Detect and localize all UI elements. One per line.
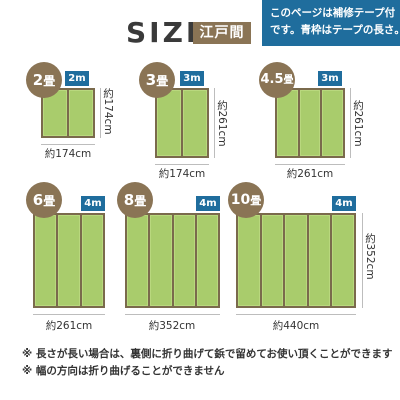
size-number: 2 <box>32 71 44 89</box>
height-line <box>350 88 351 158</box>
mat-strip <box>308 215 331 306</box>
edo-label: 江戸間 <box>193 22 251 44</box>
tape-length-tag: 3m <box>180 71 204 86</box>
width-line <box>33 314 105 315</box>
size-unit: 畳 <box>283 75 294 86</box>
height-dimension: 約352cm <box>364 233 376 280</box>
notice-line-2: です。青枠はテープの長さ。 <box>270 24 400 36</box>
tatami-mat <box>33 213 105 308</box>
mat-strip <box>69 90 93 136</box>
tatami-mat <box>155 88 209 158</box>
size-number: 10 <box>230 192 251 208</box>
mat-strip <box>322 90 344 156</box>
tape-length-tag: 4m <box>81 196 105 211</box>
height-line <box>100 88 101 138</box>
mat-strip <box>58 215 80 306</box>
mat-strip <box>150 215 172 306</box>
width-line <box>275 164 345 165</box>
width-dimension: 約352cm <box>148 320 196 332</box>
mat-strip <box>81 215 103 306</box>
tatami-mat <box>275 88 345 158</box>
height-dimension: 約261cm <box>216 100 228 147</box>
mat-strip <box>277 90 298 156</box>
width-line <box>125 314 220 315</box>
size-unit: 畳 <box>43 194 56 208</box>
width-line <box>236 314 356 315</box>
mat-strip <box>332 215 354 306</box>
notice-box: このページは補修テープ付 です。青枠はテープの長さ。 <box>262 0 400 46</box>
size-unit: 畳 <box>250 194 262 207</box>
tape-length-tag: 2m <box>65 71 89 86</box>
size-label-circle: 4.5畳 <box>259 62 295 98</box>
mat-strip <box>127 215 149 306</box>
width-dimension: 約261cm <box>45 320 93 332</box>
height-line <box>362 213 363 308</box>
note-line-2: ※ 幅の方向は折り曲げることができません <box>22 365 225 377</box>
tape-length-tag: 4m <box>196 196 220 211</box>
size-number: 6 <box>32 191 44 209</box>
tatami-mat <box>236 213 356 308</box>
size-label-circle: 6畳 <box>26 182 62 218</box>
tape-length-tag: 4m <box>332 196 356 211</box>
height-dimension: 約261cm <box>352 100 364 147</box>
size-label-circle: 10畳 <box>228 182 264 218</box>
size-number: 8 <box>123 191 135 209</box>
mat-strip <box>196 215 218 306</box>
mat-strip <box>35 215 57 306</box>
size-title: SIZE <box>126 16 209 49</box>
size-label-circle: 8畳 <box>117 182 153 218</box>
width-line <box>155 164 209 165</box>
size-label-circle: 2畳 <box>26 62 62 98</box>
tape-length-tag: 3m <box>318 71 342 86</box>
height-line <box>214 88 215 158</box>
mat-strip <box>299 90 321 156</box>
mat-strip <box>285 215 307 306</box>
size-unit: 畳 <box>43 74 56 88</box>
note-line-1: ※ 長さが長い場合は、裏側に折り曲げて鋲で留めてお使い頂くことができます <box>22 348 393 360</box>
size-unit: 畳 <box>134 194 147 208</box>
mat-strip <box>157 90 181 156</box>
mat-strip <box>183 90 207 156</box>
width-line <box>41 144 95 145</box>
mat-strip <box>261 215 284 306</box>
size-unit: 畳 <box>156 74 169 88</box>
size-number: 3 <box>145 71 157 89</box>
notice-line-1: このページは補修テープ付 <box>270 7 396 19</box>
width-dimension: 約174cm <box>44 148 92 160</box>
mat-strip <box>173 215 195 306</box>
width-dimension: 約174cm <box>158 168 206 180</box>
size-label-circle: 3畳 <box>139 62 175 98</box>
width-dimension: 約261cm <box>286 168 334 180</box>
height-dimension: 約174cm <box>102 88 114 135</box>
width-dimension: 約440cm <box>272 320 320 332</box>
tatami-mat <box>125 213 220 308</box>
size-number: 4.5 <box>260 72 284 87</box>
mat-strip <box>238 215 260 306</box>
